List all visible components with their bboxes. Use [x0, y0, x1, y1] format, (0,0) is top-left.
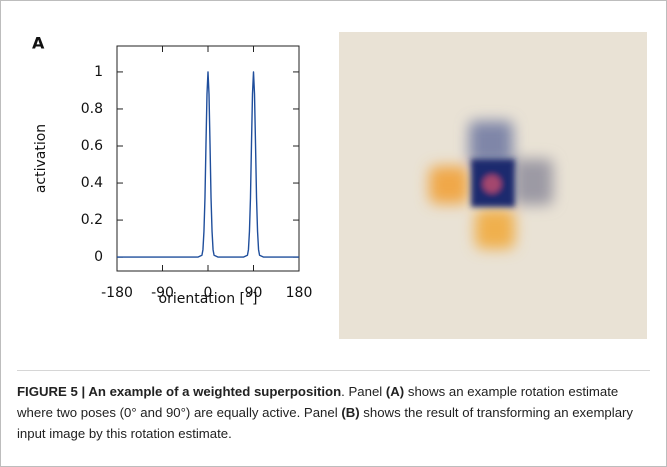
caption-text: FIGURE 5 | An example of a weighted supe…: [17, 384, 342, 399]
caption-text: (A): [385, 384, 405, 399]
caption-text: (B): [341, 405, 360, 420]
x-tick-label: -180: [101, 285, 133, 301]
x-tick-label: 90: [245, 285, 263, 301]
x-tick-label: 180: [286, 285, 313, 301]
panel-label: A: [32, 34, 45, 53]
x-tick-label: -90: [151, 285, 174, 301]
y-tick-label: 0.4: [81, 175, 103, 191]
caption-text: shows an example rotation estimate where…: [17, 384, 619, 420]
x-axis-label: orientation [°]: [159, 291, 258, 307]
caption: FIGURE 5 | An example of a weighted supe…: [17, 381, 657, 444]
y-tick-label: 0.2: [81, 212, 103, 228]
y-tick-label: 0.6: [81, 138, 103, 154]
x-tick-label: 0: [204, 285, 213, 301]
y-axis-label: activation: [33, 124, 49, 193]
caption-rule: [17, 370, 650, 371]
y-tick-label: 0.8: [81, 101, 103, 117]
data-line: [117, 71, 299, 258]
figure-panels: A B 00.20.40.60.81-180-90090180orientati…: [32, 32, 647, 339]
panel-b-image: [339, 32, 647, 339]
y-tick-label: 1: [94, 64, 103, 80]
caption-text: shows the result of transforming an exem…: [17, 405, 634, 441]
caption-text: . Panel: [341, 384, 386, 399]
y-tick-label: 0: [94, 249, 103, 265]
